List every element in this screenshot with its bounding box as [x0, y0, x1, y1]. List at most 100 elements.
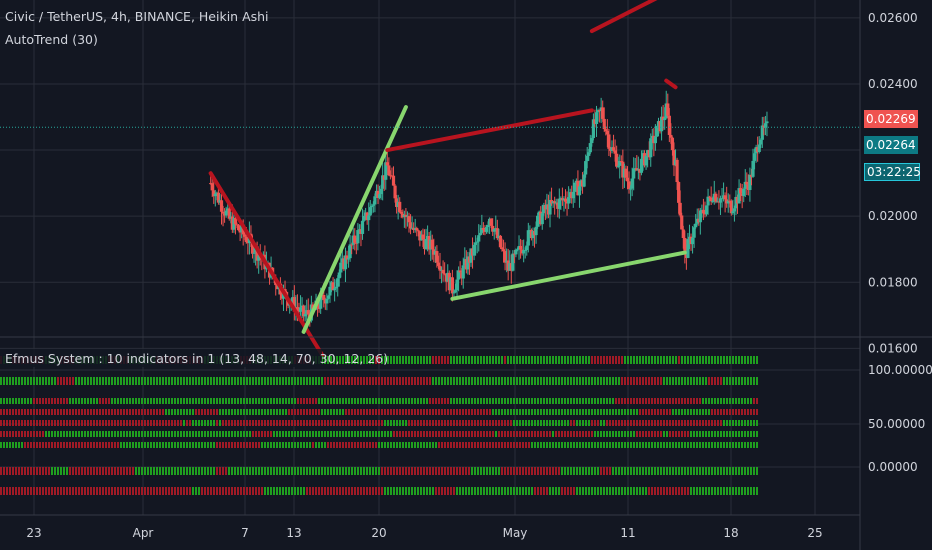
heatmap-cell [189, 487, 191, 495]
heatmap-cell [84, 487, 86, 495]
heatmap-cell [243, 409, 245, 415]
heatmap-cell [63, 398, 65, 404]
time-tick-label: 25 [807, 526, 822, 540]
heatmap-cell [321, 431, 323, 437]
heatmap-cell [465, 487, 467, 495]
heatmap-cell [534, 487, 536, 495]
heatmap-cell [219, 487, 221, 495]
heatmap-cell [744, 398, 746, 404]
heatmap-cell [492, 467, 494, 475]
candle-body [683, 238, 687, 251]
heatmap-cell [63, 420, 65, 426]
heatmap-cell [138, 409, 140, 415]
heatmap-cell [744, 420, 746, 426]
heatmap-cell [522, 431, 524, 437]
heatmap-cell [369, 356, 371, 364]
heatmap-cell [675, 420, 677, 426]
heatmap-cell [228, 431, 230, 437]
heatmap-cell [600, 420, 602, 426]
heatmap-cell [408, 377, 410, 385]
heatmap-cell [612, 356, 614, 364]
heatmap-cell [108, 431, 110, 437]
heatmap-cell [552, 377, 554, 385]
heatmap-cell [594, 409, 596, 415]
heatmap-cell [669, 467, 671, 475]
heatmap-cell [600, 442, 602, 448]
heatmap-cell [723, 431, 725, 437]
heatmap-cell [201, 442, 203, 448]
heatmap-cell [513, 377, 515, 385]
heatmap-cell [30, 431, 32, 437]
heatmap-cell [105, 431, 107, 437]
heatmap-cell [387, 377, 389, 385]
heatmap-cell [600, 467, 602, 475]
heatmap-cell [375, 377, 377, 385]
heatmap-cell [315, 431, 317, 437]
heatmap-cell [753, 356, 755, 364]
heatmap-cell [486, 398, 488, 404]
heatmap-cell [423, 356, 425, 364]
heatmap-cell [447, 356, 449, 364]
heatmap-cell [504, 420, 506, 426]
heatmap-cell [663, 377, 665, 385]
heatmap-cell [531, 442, 533, 448]
heatmap-cell [525, 431, 527, 437]
heatmap-cell [606, 487, 608, 495]
heatmap-cell [189, 431, 191, 437]
heatmap-cell [561, 356, 563, 364]
heatmap-cell [399, 398, 401, 404]
heatmap-cell [267, 487, 269, 495]
heatmap-cell [435, 420, 437, 426]
heatmap-cell [114, 409, 116, 415]
candle-body [644, 155, 648, 166]
heatmap-cell [348, 398, 350, 404]
heatmap-cell [540, 420, 542, 426]
heatmap-cell [582, 420, 584, 426]
heatmap-cell [105, 442, 107, 448]
heatmap-cell [420, 487, 422, 495]
heatmap-cell [537, 356, 539, 364]
heatmap-cell [591, 431, 593, 437]
heatmap-cell [138, 467, 140, 475]
heatmap-cell [750, 356, 752, 364]
heatmap-cell [699, 409, 701, 415]
heatmap-cell [261, 431, 263, 437]
heatmap-cell [639, 431, 641, 437]
heatmap-cell [750, 431, 752, 437]
heatmap-cell [489, 420, 491, 426]
heatmap-cell [471, 487, 473, 495]
heatmap-cell [534, 420, 536, 426]
heatmap-cell [462, 356, 464, 364]
heatmap-cell [750, 442, 752, 448]
heatmap-cell [303, 420, 305, 426]
heatmap-cell [663, 467, 665, 475]
heatmap-cell [27, 409, 29, 415]
heatmap-cell [438, 467, 440, 475]
heatmap-cell [717, 420, 719, 426]
heatmap-cell [411, 431, 413, 437]
heatmap-cell [363, 356, 365, 364]
heatmap-cell [291, 442, 293, 448]
candle-body [456, 270, 461, 280]
heatmap-cell [414, 467, 416, 475]
heatmap-cell [276, 467, 278, 475]
heatmap-cell [426, 442, 428, 448]
heatmap-cell [249, 398, 251, 404]
heatmap-cell [531, 409, 533, 415]
heatmap-cell [543, 398, 545, 404]
heatmap-cell [42, 420, 44, 426]
heatmap-cell [243, 442, 245, 448]
candle-body [343, 255, 348, 270]
heatmap-cell [636, 420, 638, 426]
heatmap-cell [78, 467, 80, 475]
heatmap-cell [243, 377, 245, 385]
heatmap-cell [381, 409, 383, 415]
heatmap-cell [486, 377, 488, 385]
heatmap-cell [372, 356, 374, 364]
heatmap-cell [543, 377, 545, 385]
heatmap-cell [564, 356, 566, 364]
heatmap-cell [399, 356, 401, 364]
heatmap-cell [228, 409, 230, 415]
candle-body [523, 250, 527, 252]
